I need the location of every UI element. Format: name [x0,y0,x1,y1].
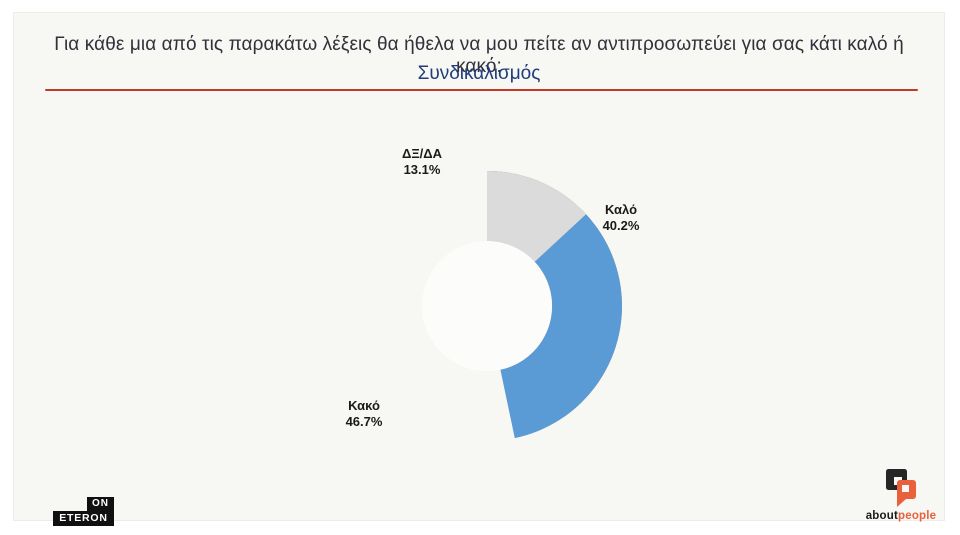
slice-label-dxda-name: ΔΞ/ΔΑ [401,146,443,161]
aboutpeople-wordmark-about: about [865,510,899,522]
eteron-logo-on-block: ON [87,497,114,511]
slice-label-dxda: ΔΞ/ΔΑ 13.1% [367,146,477,178]
slice-label-kako-value: 46.7% [345,413,383,429]
aboutpeople-speech-bubbles-icon [886,469,916,507]
aboutpeople-logo: aboutpeople [863,469,939,522]
chart-subtitle: Συνδικαλισμός [417,63,541,84]
slide-canvas: Για κάθε μια από τις παρακάτω λέξεις θα … [13,12,945,526]
donut-chart [324,143,650,469]
title-divider-line [45,89,918,91]
slice-label-dxda-value: 13.1% [403,161,441,177]
donut-chart-svg [421,171,623,439]
question-title: Για κάθε μια από τις παρακάτω λέξεις θα … [54,34,904,77]
slice-label-kalo-value: 40.2% [602,217,640,233]
aboutpeople-wordmark: aboutpeople [863,510,939,522]
aboutpeople-wordmark-people: people [898,510,937,522]
slice-label-kako: Κακό 46.7% [309,398,419,430]
eteron-logo-main-block: ETERON [53,511,114,526]
donut-hole [421,240,553,372]
slice-label-kako-name: Κακό [348,398,380,413]
slice-label-kalo-name: Καλό [604,202,638,217]
eteron-logo: ON ETERON [53,497,114,526]
slice-label-kalo: Καλό 40.2% [566,202,676,234]
donut-slice-ΔΞ/ΔΑ [487,171,586,262]
